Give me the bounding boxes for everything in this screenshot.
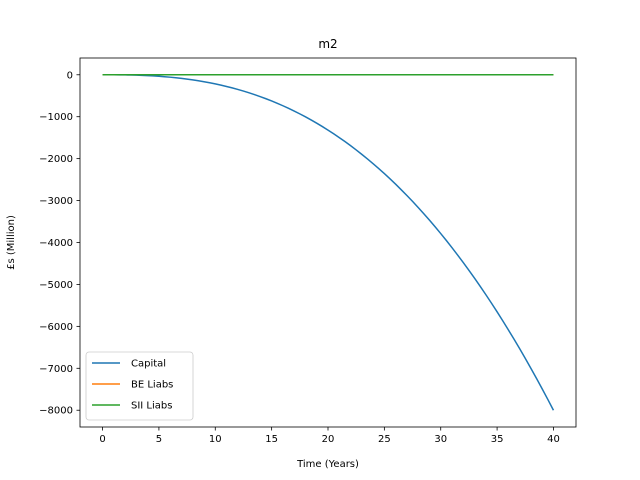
- legend-box: [85, 351, 194, 421]
- legend-entries: Capital BE Liabs SII Liabs: [92, 359, 173, 412]
- chart-title: m2: [318, 37, 337, 51]
- x-axis-ticks: 0 5 10 15 20 25 30 35 40: [99, 427, 560, 445]
- series-line-capital: [102, 74, 555, 411]
- y-tick-label: −3000: [39, 196, 73, 207]
- x-tick-label: 25: [378, 434, 391, 445]
- y-tick-label: −6000: [39, 322, 73, 333]
- y-tick-label: −2000: [39, 154, 73, 165]
- x-tick-label: 10: [209, 434, 222, 445]
- x-tick-label: 35: [491, 434, 504, 445]
- x-tick-label: 5: [156, 434, 162, 445]
- x-tick-label: 20: [322, 434, 335, 445]
- y-axis-ticks: 0 −1000 −2000 −3000 −4000 −5000 −6000 −7000 −800…: [39, 70, 80, 417]
- y-tick-label: −8000: [39, 406, 73, 417]
- y-axis-label: £s (Million): [6, 215, 17, 270]
- legend: Capital BE Liabs SII Liabs: [85, 351, 194, 421]
- y-tick-label: −4000: [39, 238, 73, 249]
- x-axis-label: Time (Years): [296, 459, 359, 470]
- y-tick-label: −5000: [39, 280, 73, 291]
- x-tick-label: 15: [265, 434, 278, 445]
- y-tick-label: 0: [67, 70, 73, 81]
- legend-label: SII Liabs: [131, 401, 172, 412]
- series-layer: [102, 74, 555, 411]
- x-tick-label: 0: [99, 434, 105, 445]
- x-tick-label: 40: [547, 434, 560, 445]
- x-tick-label: 30: [434, 434, 447, 445]
- y-tick-label: −1000: [39, 112, 73, 123]
- y-tick-label: −7000: [39, 364, 73, 375]
- legend-label: BE Liabs: [131, 380, 173, 391]
- legend-label: Capital: [131, 359, 166, 370]
